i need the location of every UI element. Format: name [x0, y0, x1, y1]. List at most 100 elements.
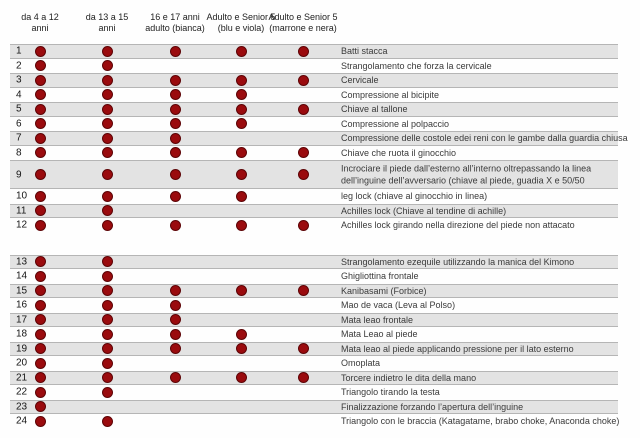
applicability-dot [102, 256, 113, 268]
applicability-dot [102, 118, 113, 130]
table-row: 21 Torcere indietro le dita della mano [10, 370, 618, 385]
table-row: 10 leg lock (chiave al ginocchio in linea… [10, 189, 618, 204]
row-number: 14 [16, 270, 28, 282]
applicability-dot [35, 169, 46, 180]
applicability-dot [298, 74, 309, 86]
row-label: Chiave al tallone [341, 104, 408, 115]
row-number: 12 [16, 219, 28, 231]
applicability-dot [35, 60, 46, 72]
applicability-dot [35, 343, 46, 355]
applicability-dot [35, 386, 46, 398]
applicability-dot [170, 328, 181, 340]
table-row: 23 Finalizzazione forzando l’apertura del… [10, 399, 618, 414]
table-row: 13 Strangolamento ezequile utilizzando la… [10, 254, 618, 269]
applicability-dot [102, 169, 113, 180]
applicability-dot [236, 285, 247, 297]
applicability-dot [35, 256, 46, 268]
column-header-line: adulto (bianca) [145, 23, 205, 33]
applicability-dot [236, 118, 247, 130]
applicability-dot [170, 147, 181, 159]
row-number: 2 [16, 60, 22, 72]
applicability-dot [298, 343, 309, 355]
table-row: 22 Triangolo tirando la testa [10, 385, 618, 400]
applicability-dot [35, 219, 46, 231]
row-label: Mata leao al piede applicando pressione … [341, 343, 574, 354]
column-header: Adulto e Senior 5 (marrone e nera) [243, 12, 363, 34]
applicability-dot [170, 219, 181, 231]
applicability-dot [236, 147, 247, 159]
applicability-dot [298, 219, 309, 231]
row-label: Compressione delle costole edei reni con… [341, 133, 628, 144]
row-label: Cervicale [341, 75, 379, 86]
applicability-dot [298, 285, 309, 297]
column-header-line: da 4 a 12 [21, 12, 59, 22]
row-number: 15 [16, 285, 28, 297]
applicability-dot [35, 132, 46, 144]
applicability-dot [35, 401, 46, 413]
applicability-dot [102, 147, 113, 159]
column-header-line: (blu e viola) [217, 23, 265, 33]
applicability-dot [298, 372, 309, 384]
applicability-dot [170, 118, 181, 130]
table-row: 4 Compressione al bicipite [10, 88, 618, 103]
table-row: 9 Incrociare il piede dall’esterno all’in… [10, 160, 618, 189]
row-label: Mata Leao al piede [341, 329, 418, 340]
applicability-dot [102, 89, 113, 101]
row-label: Triangolo con le braccia (Katagatame, br… [341, 416, 620, 427]
table-row: 20 Omoplata [10, 356, 618, 371]
applicability-dot [102, 314, 113, 326]
row-label: Compressione al bicipite [341, 89, 440, 100]
applicability-dot [35, 147, 46, 159]
column-header-line: 16 e 17 anni [150, 12, 200, 22]
row-number: 22 [16, 386, 28, 398]
row-number: 19 [16, 343, 28, 355]
applicability-dot [236, 219, 247, 231]
applicability-dot [35, 45, 46, 57]
row-label: Achilles lock girando nella direzione de… [341, 220, 575, 231]
applicability-dot [102, 270, 113, 282]
applicability-dot [35, 205, 46, 217]
row-label: Omoplata [341, 358, 381, 369]
applicability-dot [236, 89, 247, 101]
row-number: 6 [16, 118, 22, 130]
table-row: 15 Kanibasami (Forbice) [10, 283, 618, 298]
applicability-dot [35, 299, 46, 311]
applicability-dot [236, 328, 247, 340]
applicability-dot [102, 328, 113, 340]
table-row: 7 Compressione delle costole edei reni co… [10, 131, 628, 146]
column-header-line: anni [98, 23, 116, 33]
applicability-dot [170, 169, 181, 180]
applicability-dot [170, 45, 181, 57]
column-header-line: da 13 a 15 [85, 12, 129, 22]
applicability-dot [35, 103, 46, 115]
applicability-dot [35, 74, 46, 86]
applicability-dot [236, 74, 247, 86]
column-header: da 4 a 12 anni [0, 12, 80, 34]
applicability-dot [102, 343, 113, 355]
applicability-dot [170, 314, 181, 326]
applicability-dot [102, 299, 113, 311]
table-row: 12 Achilles lock girando nella direzione … [10, 218, 618, 233]
applicability-dot [170, 285, 181, 297]
row-number: 23 [16, 401, 28, 413]
applicability-dot [170, 190, 181, 202]
applicability-dot [236, 372, 247, 384]
applicability-dot [35, 314, 46, 326]
applicability-dot [236, 45, 247, 57]
row-number: 7 [16, 132, 22, 144]
table-row: 14 Ghigliottina frontale [10, 269, 618, 284]
rules-table: 1 Batti stacca 2 Strangolamento che forza l… [10, 44, 628, 429]
row-number: 11 [16, 205, 27, 217]
applicability-dot [170, 372, 181, 384]
applicability-dot [35, 328, 46, 340]
row-number: 8 [16, 147, 22, 159]
applicability-dot [298, 169, 309, 180]
applicability-dot [102, 74, 113, 86]
applicability-dot [102, 219, 113, 231]
row-label: Torcere indietro le dita della mano [341, 372, 477, 383]
row-number: 16 [16, 299, 28, 311]
row-number: 10 [16, 190, 28, 202]
applicability-dot [35, 270, 46, 282]
row-number: 13 [16, 256, 28, 268]
